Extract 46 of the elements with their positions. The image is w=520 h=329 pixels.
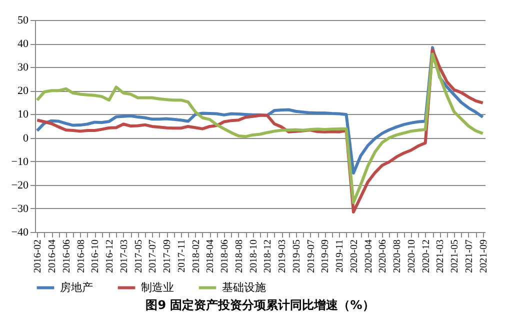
x-tick-label: 2016-10 (90, 240, 102, 273)
x-tick-label: 2018-06 (220, 240, 231, 273)
x-tick-label: 2021-03 (435, 240, 446, 273)
y-tick-label: 20 (18, 85, 29, 98)
x-tick-label: 2020-12 (420, 240, 432, 273)
y-tick-label: −20 (11, 179, 29, 192)
y-tick-label: 0 (23, 132, 29, 144)
x-tick-label: 2020-06 (378, 240, 389, 273)
legend-label: 房地产 (60, 280, 93, 294)
y-tick-label: −40 (11, 226, 29, 238)
x-tick-label: 2019-03 (277, 240, 288, 273)
x-tick-label: 2021-05 (450, 240, 461, 273)
y-tick-label: 50 (18, 14, 29, 26)
x-tick-label: 2017-07 (148, 240, 159, 273)
x-tick-label: 2016-12 (104, 240, 116, 273)
x-tick-label: 2016-06 (61, 240, 72, 273)
x-tick-label: 2019-07 (306, 240, 317, 273)
legend-label: 制造业 (141, 280, 174, 294)
x-tick-label: 2019-05 (291, 240, 302, 273)
x-tick-label: 2021-07 (464, 240, 475, 273)
x-tick-label: 2020-08 (392, 240, 404, 273)
text: 图9 固定资产投资分项累计同比增速（%） (146, 298, 374, 312)
y-tick-label: 10 (18, 108, 29, 121)
x-tick-label: 2020-02 (348, 240, 360, 273)
x-tick-label: 2017-03 (118, 240, 130, 273)
x-tick-label: 2017-11 (176, 240, 188, 272)
x-tick-label: 2016-04 (47, 240, 58, 273)
x-tick-label: 2017-05 (133, 240, 144, 273)
x-tick-label: 2018-10 (248, 240, 260, 273)
y-tick-label: 30 (18, 62, 29, 74)
x-tick-label: 2018-04 (205, 240, 216, 273)
x-tick-label: 2018-08 (234, 240, 245, 273)
legend-label: 基础设施 (222, 280, 266, 294)
y-tick-label: 40 (18, 38, 29, 50)
x-tick-label: 2018-12 (262, 240, 274, 273)
x-tick-label: 2016-02 (32, 240, 44, 273)
y-tick-label: −30 (11, 202, 29, 215)
x-tick-label: 2020-04 (363, 240, 374, 273)
y-tick-label: −10 (11, 156, 29, 168)
x-tick-label: 2018-02 (190, 240, 202, 273)
x-tick-label: 2016-08 (76, 240, 87, 273)
x-tick-label: 2019-09 (320, 240, 332, 273)
x-tick-label: 2021-09 (478, 240, 490, 273)
x-tick-label: 2019-11 (334, 240, 346, 272)
x-tick-label: 2020-10 (406, 240, 418, 273)
x-tick-label: 2017-09 (162, 240, 174, 273)
